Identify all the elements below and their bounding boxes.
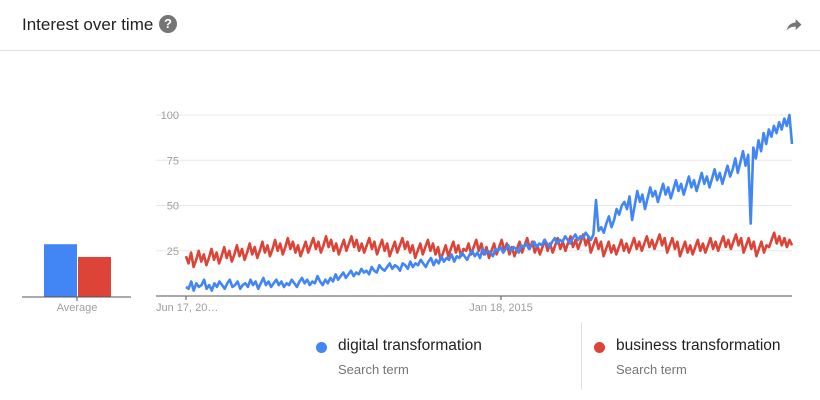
series-line-business-transformation bbox=[184, 231, 794, 269]
average-bar-digital bbox=[44, 244, 77, 297]
legend-term[interactable]: digital transformation bbox=[338, 337, 482, 354]
x-tick-label-1: Jan 18, 2015 bbox=[469, 302, 533, 314]
page-title: Interest over time bbox=[22, 15, 154, 34]
share-icon[interactable] bbox=[784, 15, 804, 35]
legend-subtitle: Search term bbox=[338, 362, 409, 377]
average-label: Average bbox=[57, 302, 98, 314]
series-color-dot bbox=[594, 342, 605, 353]
legend-item-business-transformation[interactable]: business transformation Search term bbox=[594, 337, 814, 387]
legend-item-digital-transformation[interactable]: digital transformation Search term bbox=[316, 337, 566, 387]
help-icon[interactable]: ? bbox=[159, 15, 177, 33]
y-tick-label-75: 75 bbox=[167, 155, 179, 167]
series-line-digital-transformation bbox=[185, 113, 794, 292]
legend-divider bbox=[581, 322, 582, 390]
interest-over-time-chart: Average 25 50 75 100 Jun 17, 20… Jan 18, 2015 bbox=[22, 110, 794, 314]
average-bar-business bbox=[78, 256, 111, 297]
y-tick-label-100: 100 bbox=[161, 110, 179, 122]
y-tick-label-50: 50 bbox=[167, 201, 179, 213]
x-tick-label-0: Jun 17, 20… bbox=[156, 302, 218, 314]
y-tick-label-25: 25 bbox=[167, 246, 179, 258]
legend-term[interactable]: business transformation bbox=[616, 337, 781, 354]
card-header: Interest over time ? bbox=[0, 0, 820, 51]
legend-subtitle: Search term bbox=[616, 362, 687, 377]
series-color-dot bbox=[316, 342, 327, 353]
